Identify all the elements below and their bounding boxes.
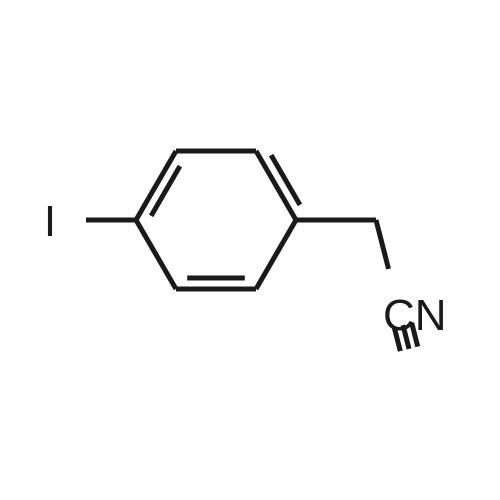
bond-line: [376, 220, 389, 269]
bond-line: [256, 220, 296, 289]
atom-label: CN: [383, 291, 447, 340]
molecule-diagram: I CN: [0, 0, 500, 500]
bond-layer: [86, 151, 418, 351]
atom-label: I: [44, 197, 56, 246]
bond-line: [136, 220, 176, 289]
